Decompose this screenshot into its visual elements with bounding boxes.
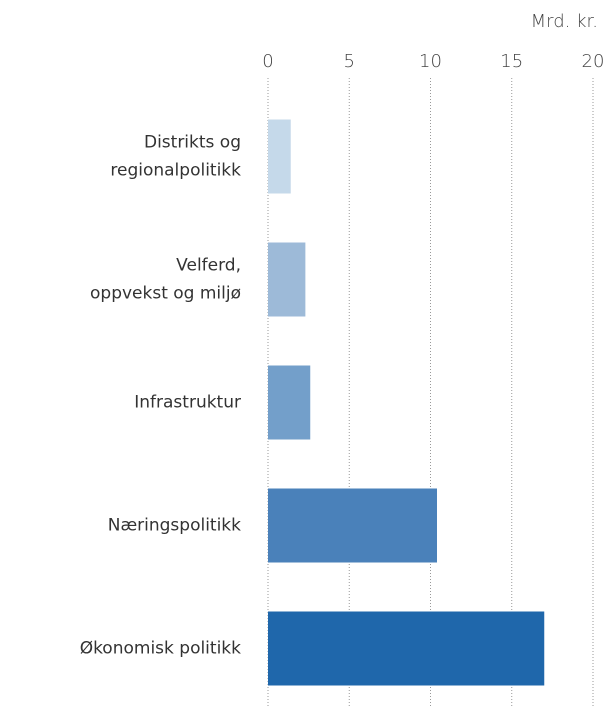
x-tick-label: 10 <box>419 51 442 72</box>
bar <box>268 611 545 686</box>
y-tick-label-line: regionalpolitikk <box>110 161 241 181</box>
bar <box>268 488 437 563</box>
x-tick-label: 5 <box>344 51 355 72</box>
y-tick-label: Infrastruktur <box>134 393 241 413</box>
y-tick-label: Næringspolitikk <box>108 516 241 536</box>
x-tick-label: 20 <box>582 51 605 72</box>
x-tick-label: 15 <box>500 51 523 72</box>
y-tick-label: Velferd, oppvekst og miljø <box>90 256 241 304</box>
y-tick-label-line: oppvekst og miljø <box>90 284 241 304</box>
bar <box>268 242 306 317</box>
bar <box>268 119 291 194</box>
y-tick-label-line: Næringspolitikk <box>108 516 241 536</box>
y-tick-label-line: Velferd, <box>176 256 241 276</box>
y-tick-label: Distrikts og regionalpolitikk <box>110 133 241 181</box>
y-tick-label-line: Distrikts og <box>144 133 241 153</box>
x-tick-label: 0 <box>262 51 273 72</box>
axis-label: Mrd. kr. <box>531 11 598 32</box>
y-tick-label-line: Økonomisk politikk <box>80 639 241 659</box>
bar <box>268 365 311 440</box>
y-tick-label: Økonomisk politikk <box>80 639 241 659</box>
y-tick-label-line: Infrastruktur <box>134 393 241 413</box>
